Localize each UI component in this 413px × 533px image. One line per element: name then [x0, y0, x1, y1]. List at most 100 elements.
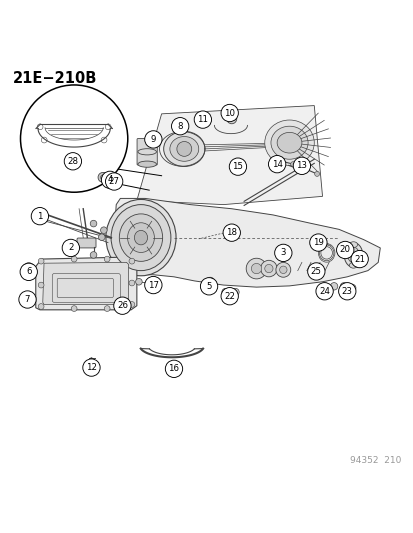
Circle shape [171, 118, 188, 135]
Ellipse shape [264, 120, 313, 165]
Text: 5: 5 [206, 282, 211, 291]
Text: 20: 20 [339, 246, 350, 254]
Circle shape [251, 263, 261, 274]
Ellipse shape [106, 199, 176, 276]
Circle shape [26, 265, 31, 271]
Ellipse shape [349, 262, 357, 268]
Circle shape [206, 277, 214, 286]
Circle shape [315, 282, 332, 300]
Text: 15: 15 [232, 162, 243, 171]
Circle shape [98, 234, 105, 240]
Circle shape [260, 260, 276, 277]
Circle shape [330, 282, 337, 290]
Circle shape [246, 259, 266, 279]
Text: 16: 16 [168, 365, 179, 373]
Circle shape [290, 161, 295, 167]
Circle shape [83, 359, 100, 376]
Ellipse shape [276, 132, 301, 153]
Circle shape [129, 302, 135, 308]
Circle shape [129, 259, 135, 264]
Circle shape [268, 156, 285, 173]
Ellipse shape [270, 126, 307, 159]
Text: 26: 26 [116, 301, 128, 310]
FancyBboxPatch shape [77, 238, 96, 248]
Text: 1: 1 [37, 212, 43, 221]
Circle shape [100, 227, 107, 233]
Circle shape [307, 263, 324, 280]
Text: 6: 6 [26, 268, 31, 277]
Circle shape [90, 220, 97, 227]
Text: 10: 10 [224, 109, 235, 117]
Circle shape [135, 278, 142, 285]
Text: 21E−210B: 21E−210B [13, 70, 97, 85]
Text: 14: 14 [271, 160, 282, 168]
Circle shape [62, 239, 79, 256]
Circle shape [223, 224, 240, 241]
Circle shape [336, 241, 353, 259]
Circle shape [19, 291, 36, 308]
Circle shape [105, 173, 123, 190]
Circle shape [90, 252, 97, 259]
Text: 18: 18 [226, 228, 237, 237]
Text: 12: 12 [86, 363, 97, 372]
Circle shape [98, 172, 108, 182]
Text: 94352  210: 94352 210 [349, 456, 400, 465]
Text: 7: 7 [25, 295, 30, 304]
Circle shape [31, 207, 48, 225]
Circle shape [279, 266, 286, 273]
Text: 2: 2 [68, 244, 74, 253]
Circle shape [145, 131, 161, 148]
Ellipse shape [347, 247, 358, 263]
Circle shape [148, 278, 156, 285]
Text: 8: 8 [177, 122, 183, 131]
Circle shape [145, 277, 161, 294]
Circle shape [71, 256, 77, 262]
Circle shape [309, 234, 326, 251]
Circle shape [339, 282, 347, 290]
Circle shape [100, 175, 105, 180]
Circle shape [165, 360, 182, 377]
Circle shape [38, 304, 44, 310]
Circle shape [229, 158, 246, 175]
Circle shape [292, 157, 310, 174]
Text: 23: 23 [341, 287, 352, 296]
Ellipse shape [163, 131, 204, 166]
Ellipse shape [349, 242, 357, 247]
Circle shape [194, 111, 211, 128]
Circle shape [104, 306, 110, 311]
Circle shape [275, 262, 290, 277]
Circle shape [221, 287, 238, 305]
Text: 28: 28 [67, 157, 78, 166]
Circle shape [226, 288, 234, 296]
Circle shape [231, 288, 239, 296]
Circle shape [264, 264, 272, 273]
Circle shape [114, 297, 131, 314]
Circle shape [200, 278, 217, 295]
Polygon shape [43, 262, 128, 304]
Text: 24: 24 [318, 287, 329, 296]
Text: 22: 22 [224, 292, 235, 301]
Text: 25: 25 [310, 267, 321, 276]
Ellipse shape [127, 223, 154, 253]
Circle shape [314, 172, 319, 176]
Text: 3: 3 [280, 248, 285, 257]
Circle shape [348, 284, 355, 292]
FancyBboxPatch shape [137, 139, 157, 165]
Text: 4: 4 [107, 175, 112, 184]
Ellipse shape [138, 149, 156, 155]
Circle shape [274, 244, 291, 262]
Text: 13: 13 [296, 161, 307, 171]
Circle shape [38, 282, 44, 288]
Circle shape [176, 141, 191, 156]
Polygon shape [36, 257, 137, 310]
Circle shape [21, 85, 128, 192]
Text: 21: 21 [353, 255, 364, 264]
Polygon shape [110, 198, 380, 287]
Circle shape [38, 259, 44, 264]
Circle shape [71, 306, 77, 311]
Circle shape [129, 280, 135, 286]
Circle shape [226, 114, 236, 124]
Circle shape [101, 171, 119, 189]
Ellipse shape [138, 161, 156, 167]
Circle shape [350, 251, 368, 268]
